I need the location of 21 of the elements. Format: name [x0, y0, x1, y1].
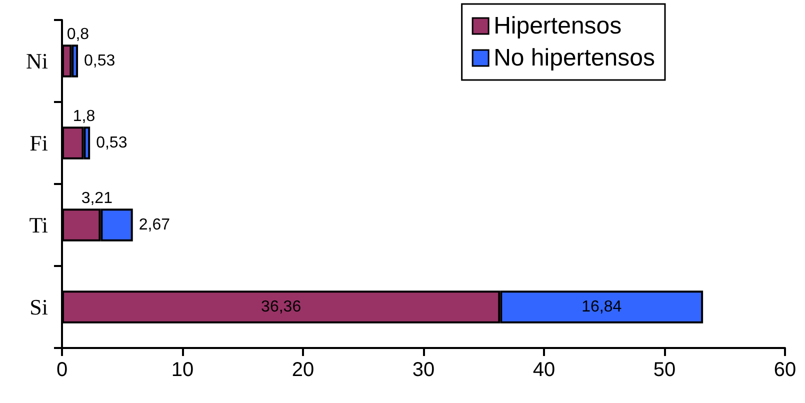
- data-label: 2,67: [138, 216, 170, 234]
- x-tick-label: 50: [653, 359, 676, 381]
- data-label: 0,53: [84, 52, 116, 70]
- legend-label: No hipertensos: [494, 44, 656, 72]
- x-tick-label: 20: [292, 359, 314, 381]
- x-tick-label: 60: [774, 359, 796, 381]
- x-tick-label: 0: [56, 359, 68, 381]
- y-tick-label: Si: [30, 294, 48, 320]
- y-tick-label: Fi: [30, 130, 48, 156]
- legend-label: Hipertensos: [494, 12, 622, 40]
- data-label: 0,8: [66, 26, 90, 44]
- x-tick-label: 40: [532, 359, 556, 381]
- data-label: 0,53: [96, 134, 128, 152]
- data-label: 1,8: [72, 108, 96, 126]
- y-tick-label: Ni: [26, 48, 48, 74]
- x-tick-label: 10: [171, 359, 194, 381]
- data-label: 3,21: [81, 190, 113, 208]
- x-tick-label: 30: [412, 359, 435, 381]
- y-tick-label: Ti: [29, 212, 48, 238]
- data-label: 36,36: [261, 298, 302, 316]
- data-label: 16,84: [582, 298, 622, 316]
